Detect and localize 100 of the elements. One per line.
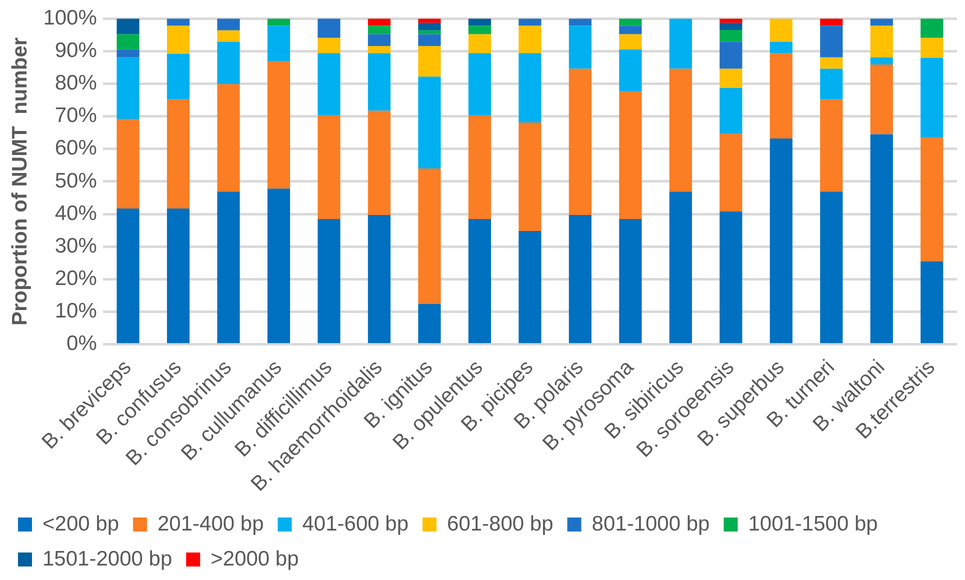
legend-label: 801-1000 bp [592,512,710,536]
bar [166,54,190,100]
bar [820,57,843,69]
bar [770,53,792,138]
legend-label: >2000 bp [210,547,299,570]
y-tick-label: 0% [66,332,97,356]
y-tick-label: 40% [54,202,97,225]
bar [116,118,140,209]
bar [418,22,441,30]
bar [820,18,843,26]
bar [920,58,944,138]
bar [418,168,441,304]
bar [568,26,592,69]
bar [870,18,893,26]
bar [720,30,742,42]
bar [116,49,140,58]
bar [619,34,642,50]
y-tick-label: 10% [54,300,97,323]
bar [217,192,240,344]
bar [720,68,742,88]
bar [770,42,792,54]
bar [267,18,290,26]
bar [318,218,340,344]
y-tick-label: 80% [54,72,97,95]
bar [720,211,742,344]
legend-label: 201-400 bp [157,512,264,536]
bar [820,26,843,58]
bar [217,30,240,42]
y-tick-label: 90% [54,38,97,62]
bar [368,34,391,46]
bar [468,34,492,54]
bar [518,26,542,54]
bar [720,42,742,69]
y-axis-title: Proportion of NUMT number [8,37,32,326]
legend-label: <200 bp [42,512,119,536]
bar [217,84,240,192]
bar [920,18,944,38]
bar [418,76,441,168]
bar [870,26,893,58]
bar [468,18,492,26]
y-tick-label: 30% [54,234,97,258]
bar [368,26,391,34]
bar [669,192,692,344]
bar [318,38,340,54]
bar [619,50,642,92]
legend-label: 401-600 bp [302,512,409,536]
bar [568,215,592,344]
bar [368,110,391,216]
bar [619,18,642,26]
bar [720,22,742,30]
bar [720,88,742,134]
legend-label: 1501-2000 bp [42,547,172,570]
bar [820,192,843,344]
y-tick-label: 60% [54,136,97,160]
bar [518,53,542,123]
y-tick-label: 20% [54,267,97,290]
bar [870,64,893,134]
bar [217,18,240,30]
bar [568,68,592,216]
bar [770,18,792,42]
bar [720,134,742,212]
bar [468,115,492,219]
bar [518,122,542,232]
bar [418,34,441,46]
y-tick-label: 100% [43,6,97,30]
bar [720,18,742,23]
bar [669,68,692,192]
bar [418,46,441,77]
bar [217,42,240,84]
bar [318,115,340,219]
bar [770,138,792,344]
bar [619,26,642,34]
legend-label: 1001-1500 bp [748,512,878,536]
bar [920,138,944,262]
bar [870,57,893,65]
bar [468,26,492,34]
bar [418,18,441,23]
bar [318,18,340,38]
bar [568,18,592,26]
bar [166,26,190,54]
bar [920,261,944,344]
legend-label: 601-800 bp [447,512,554,536]
bar [267,188,290,344]
bar [267,60,290,189]
bar [820,68,843,100]
bar [116,208,140,344]
y-tick-label: 50% [54,169,97,192]
bar [619,92,642,219]
bar [267,26,290,61]
bar [116,34,140,50]
bar [418,304,441,344]
y-tick-label: 70% [54,104,97,128]
bar [166,208,190,344]
bar [619,218,642,344]
bar [669,18,692,69]
bar [368,46,391,54]
bar [116,57,140,119]
bar [368,53,391,111]
bar [468,53,492,116]
bar [518,231,542,344]
